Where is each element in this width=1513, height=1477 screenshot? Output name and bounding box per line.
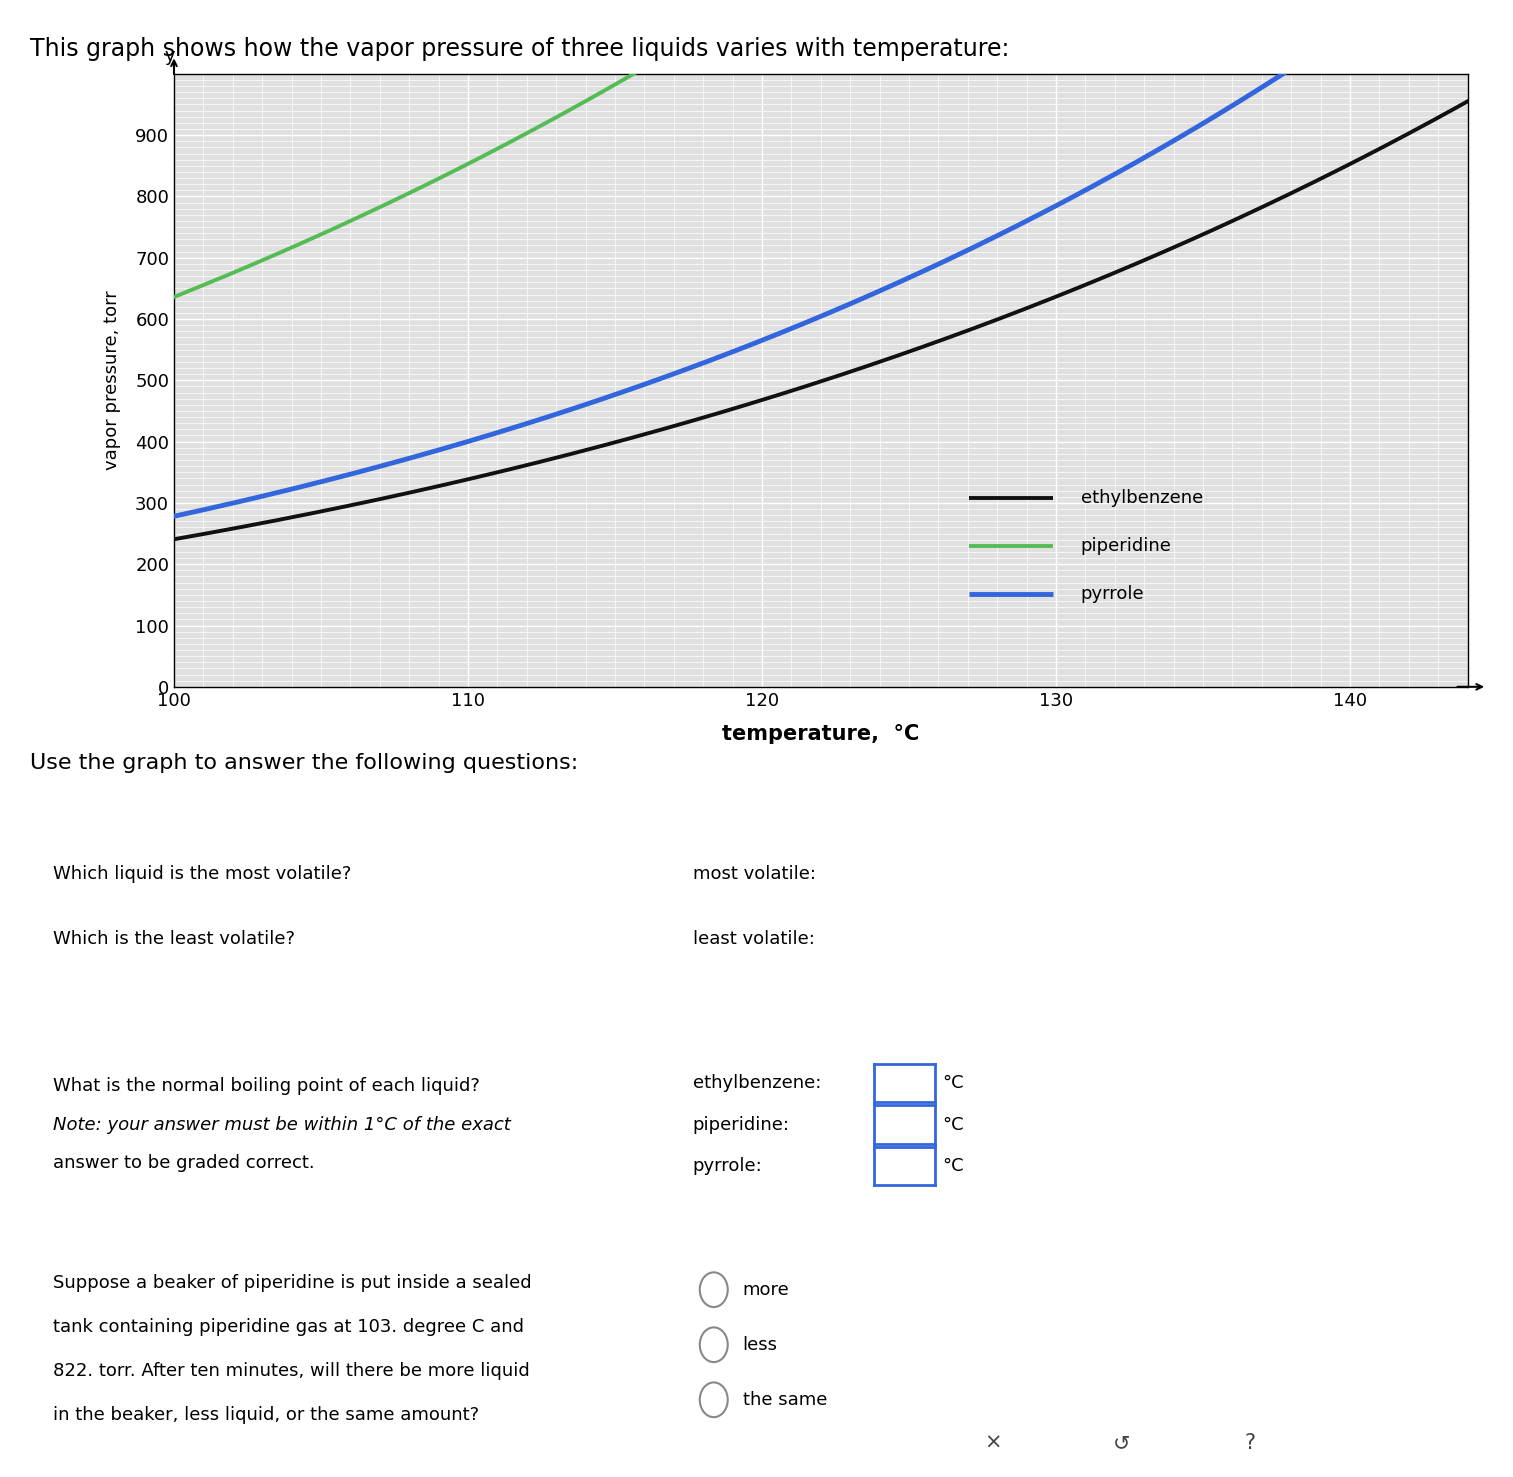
Text: Suppose a beaker of piperidine is put inside a sealed: Suppose a beaker of piperidine is put in… bbox=[53, 1275, 531, 1292]
Text: most volatile:: most volatile: bbox=[693, 864, 816, 883]
Text: y: y bbox=[165, 47, 176, 65]
Text: 822. torr. After ten minutes, will there be more liquid: 822. torr. After ten minutes, will there… bbox=[53, 1362, 530, 1380]
Text: °C: °C bbox=[943, 1115, 964, 1133]
Text: Which liquid is the most volatile?: Which liquid is the most volatile? bbox=[53, 864, 351, 883]
Text: This graph shows how the vapor pressure of three liquids varies with temperature: This graph shows how the vapor pressure … bbox=[30, 37, 1009, 61]
Text: in the beaker, less liquid, or the same amount?: in the beaker, less liquid, or the same … bbox=[53, 1406, 480, 1424]
Text: ethylbenzene: ethylbenzene bbox=[1080, 489, 1203, 507]
Text: °C: °C bbox=[943, 1156, 964, 1174]
X-axis label: temperature,  °C: temperature, °C bbox=[722, 724, 920, 743]
Text: piperidine:: piperidine: bbox=[693, 1115, 790, 1133]
Text: ethylbenzene:: ethylbenzene: bbox=[693, 1074, 822, 1092]
Text: answer to be graded correct.: answer to be graded correct. bbox=[53, 1154, 315, 1171]
Text: ↺: ↺ bbox=[1112, 1433, 1130, 1453]
Text: piperidine: piperidine bbox=[921, 928, 1003, 942]
Text: Note: your answer must be within 1°C of the exact: Note: your answer must be within 1°C of … bbox=[53, 1115, 511, 1133]
Text: more: more bbox=[743, 1281, 790, 1298]
Y-axis label: vapor pressure, torr: vapor pressure, torr bbox=[103, 291, 121, 470]
Text: pyrrole: pyrrole bbox=[1080, 585, 1144, 603]
Text: least volatile:: least volatile: bbox=[693, 929, 814, 948]
Text: less: less bbox=[743, 1335, 778, 1354]
Text: ✓ choose one: ✓ choose one bbox=[921, 827, 1044, 842]
Text: ×: × bbox=[983, 1433, 1002, 1453]
Text: the same: the same bbox=[743, 1391, 828, 1409]
Text: What is the normal boiling point of each liquid?: What is the normal boiling point of each… bbox=[53, 1077, 480, 1094]
Text: Which is the least volatile?: Which is the least volatile? bbox=[53, 929, 295, 948]
Text: ethylbenzene: ethylbenzene bbox=[921, 877, 1030, 892]
Text: ?: ? bbox=[1244, 1433, 1256, 1453]
Text: Use the graph to answer the following questions:: Use the graph to answer the following qu… bbox=[30, 753, 578, 774]
Text: tank containing piperidine gas at 103. degree C and: tank containing piperidine gas at 103. d… bbox=[53, 1317, 523, 1337]
Text: pyrrole:: pyrrole: bbox=[693, 1156, 763, 1174]
Text: pyrrole: pyrrole bbox=[921, 975, 979, 990]
Text: piperidine: piperidine bbox=[1080, 536, 1171, 555]
Text: °C: °C bbox=[943, 1074, 964, 1092]
